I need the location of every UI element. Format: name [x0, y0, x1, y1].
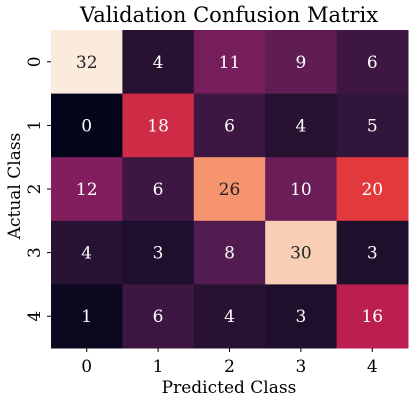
cell-value-3-4: 3 [367, 244, 378, 264]
heatmap-cell-2-1 [122, 157, 195, 222]
chart-title: Validation Confusion Matrix [79, 3, 378, 27]
y-axis-title: Actual Class [5, 133, 25, 241]
cell-value-4-3: 3 [295, 307, 306, 327]
cell-value-4-0: 1 [81, 307, 92, 327]
cell-value-1-2: 6 [224, 116, 235, 136]
cell-value-2-3: 10 [290, 180, 312, 200]
heatmap-cell-4-2 [193, 284, 266, 349]
x-tick-label-1: 1 [153, 357, 164, 377]
heatmap-cell-0-4 [336, 30, 409, 95]
cell-value-2-4: 20 [361, 180, 383, 200]
y-tick-label-2: 2 [25, 184, 45, 195]
cell-value-1-0: 0 [81, 116, 92, 136]
heatmap-cell-3-2 [193, 220, 266, 285]
cell-value-3-3: 30 [290, 244, 312, 264]
heatmap-cell-2-0 [51, 157, 123, 222]
heatmap-cell-0-1 [122, 30, 195, 95]
heatmap-cell-1-2 [193, 93, 266, 158]
cell-value-4-2: 4 [224, 307, 235, 327]
y-tick-label-4: 4 [25, 311, 45, 322]
heatmap-cells: 32 4 11 9 60 18 6 4 512 6 26 10 204 3 8 30 31 6 4 3 16 [51, 30, 409, 349]
cell-value-1-3: 4 [295, 116, 306, 136]
heatmap-cell-4-1 [122, 284, 195, 349]
heatmap-cell-3-3 [265, 220, 338, 285]
cell-value-1-4: 5 [367, 116, 378, 136]
heatmap-cell-0-3 [265, 30, 338, 95]
heatmap-cell-3-0 [51, 220, 123, 285]
y-tick-labels: 0 1 2 3 4 [25, 56, 51, 322]
heatmap-cell-0-2 [193, 30, 266, 95]
heatmap-cell-3-4 [336, 220, 409, 285]
cell-value-3-0: 4 [81, 244, 92, 264]
heatmap-cell-2-2 [193, 157, 266, 222]
cell-value-2-0: 12 [76, 180, 98, 200]
cell-value-1-1: 18 [147, 116, 169, 136]
cell-value-4-1: 6 [153, 307, 164, 327]
cell-value-0-1: 4 [153, 53, 164, 73]
cell-value-3-1: 3 [153, 244, 164, 264]
x-axis-title: Predicted Class [162, 378, 297, 398]
cell-value-2-1: 6 [153, 180, 164, 200]
x-tick-label-4: 4 [367, 357, 378, 377]
cell-value-0-3: 9 [295, 53, 306, 73]
cell-value-4-4: 16 [361, 307, 383, 327]
x-tick-label-2: 2 [224, 357, 235, 377]
x-tick-labels: 0 1 2 3 4 [81, 348, 378, 377]
cell-value-3-2: 8 [224, 244, 235, 264]
heatmap-cell-4-4 [336, 284, 409, 349]
cell-value-0-2: 11 [219, 53, 241, 73]
heatmap-cell-1-3 [265, 93, 338, 158]
cell-value-0-4: 6 [367, 53, 378, 73]
heatmap-cell-1-1 [122, 93, 195, 158]
y-tick-label-1: 1 [25, 120, 45, 131]
heatmap-cell-4-0 [51, 284, 123, 349]
y-tick-label-0: 0 [25, 56, 45, 67]
x-tick-label-3: 3 [295, 357, 306, 377]
y-tick-label-3: 3 [25, 247, 45, 258]
heatmap-cell-2-4 [336, 157, 409, 222]
heatmap-cell-3-1 [122, 220, 195, 285]
heatmap-cell-4-3 [265, 284, 338, 349]
heatmap-cell-1-4 [336, 93, 409, 158]
cell-value-2-2: 26 [219, 180, 241, 200]
heatmap-cell-1-0 [51, 93, 123, 158]
cell-value-0-0: 32 [76, 53, 98, 73]
heatmap-cell-0-0 [51, 30, 123, 95]
x-tick-label-0: 0 [81, 357, 92, 377]
heatmap-cell-2-3 [265, 157, 338, 222]
